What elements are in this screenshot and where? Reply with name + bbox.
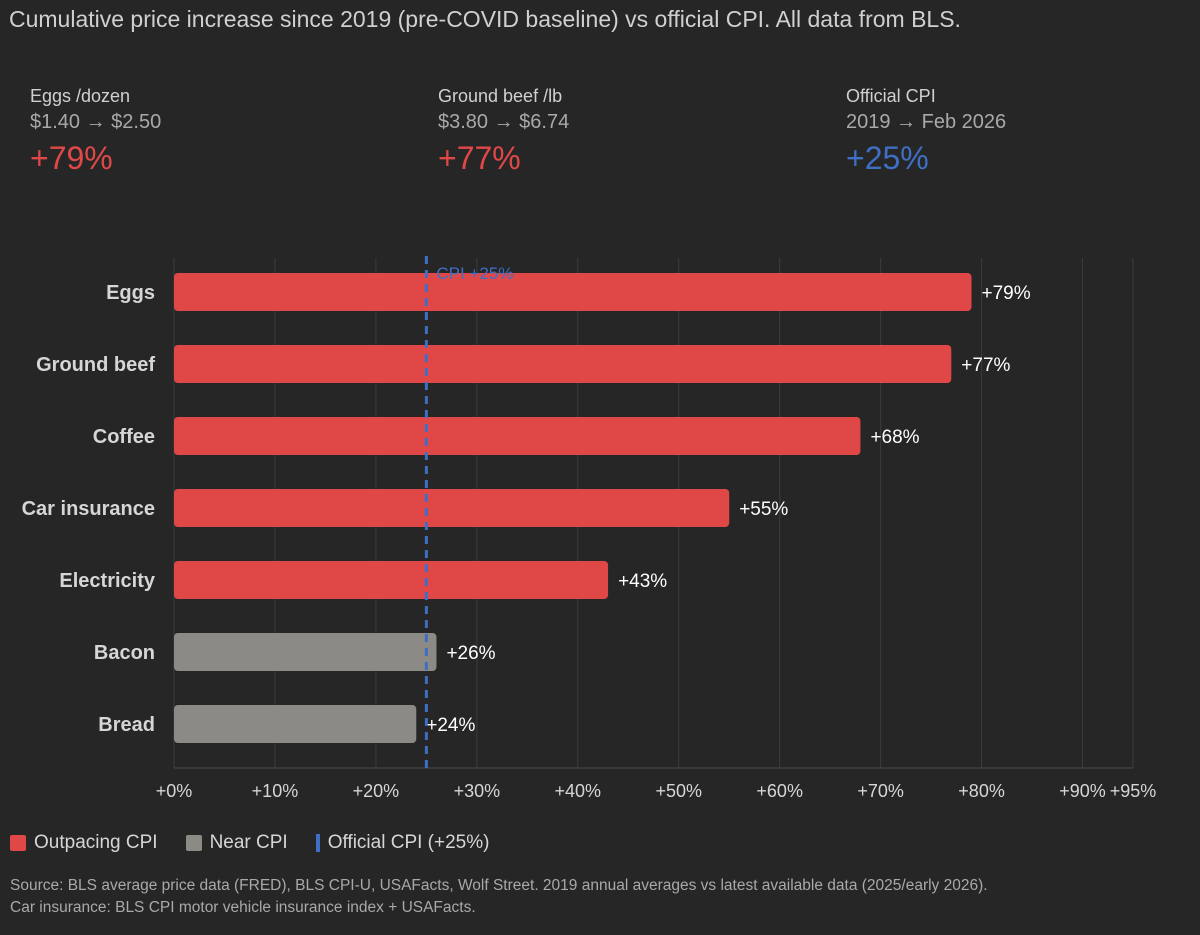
value-label-eggs: +79% xyxy=(981,283,1030,304)
x-tick-label-30: +30% xyxy=(454,781,501,801)
bar-bread xyxy=(174,705,417,743)
x-tick-label-80: +80% xyxy=(958,781,1005,801)
cpi-reference-label: CPI +25% xyxy=(436,264,513,283)
category-label-bread: Bread xyxy=(98,714,155,736)
x-tick-label-10: +10% xyxy=(252,781,299,801)
stat-official-cpi: Official CPI 2019 → Feb 2026 +25% xyxy=(846,86,1006,177)
legend-near-label: Near CPI xyxy=(209,832,288,853)
bar-electricity xyxy=(174,561,609,599)
category-label-car-insurance: Car insurance xyxy=(22,498,155,520)
x-tick-label-95: +95% xyxy=(1110,781,1157,801)
category-label-eggs: Eggs xyxy=(106,282,155,304)
x-tick-label-60: +60% xyxy=(756,781,803,801)
bar-eggs xyxy=(174,273,972,311)
bar-chart: +0% +10% +20% +30% +40% +50% +60% +70% +80% +90% +… xyxy=(22,256,1157,801)
value-label-electricity: +43% xyxy=(618,571,667,592)
category-label-electricity: Electricity xyxy=(59,570,155,592)
stat-eggs-label: Eggs /dozen xyxy=(30,86,131,106)
legend-outpacing-label: Outpacing CPI xyxy=(34,832,158,853)
legend-cpi-swatch xyxy=(315,834,320,852)
category-label-bacon: Bacon xyxy=(94,642,155,664)
stat-ground-beef-pct: +77% xyxy=(438,140,521,176)
category-label-coffee: Coffee xyxy=(93,426,155,448)
bar-ground-beef xyxy=(174,345,952,383)
legend-near-swatch xyxy=(185,835,202,851)
stat-ground-beef-price: $3.80 → $6.74 xyxy=(438,111,570,133)
source-line-1: Source: BLS average price data (FRED), B… xyxy=(10,877,988,894)
bar-coffee xyxy=(174,417,861,455)
value-label-ground-beef: +77% xyxy=(961,355,1010,376)
stat-eggs-pct: +79% xyxy=(30,140,113,176)
x-tick-label-20: +20% xyxy=(353,781,400,801)
value-label-bread: +24% xyxy=(426,715,475,736)
stat-ground-beef-label: Ground beef /lb xyxy=(438,86,563,106)
stat-official-cpi-label: Official CPI xyxy=(846,86,936,106)
legend: Outpacing CPI Near CPI Official CPI (+25… xyxy=(10,832,517,854)
x-tick-label-90: +90% xyxy=(1059,781,1106,801)
legend-cpi: Official CPI (+25%) xyxy=(315,832,490,854)
legend-near: Near CPI xyxy=(185,832,288,854)
x-tick-label-0: +0% xyxy=(156,781,193,801)
chart-title: Cumulative price increase since 2019 (pr… xyxy=(9,6,961,32)
x-tick-label-50: +50% xyxy=(655,781,702,801)
legend-outpacing-swatch xyxy=(10,835,26,851)
stat-eggs: Eggs /dozen $1.40 → $2.50 +79% xyxy=(30,86,161,177)
stat-eggs-price: $1.40 → $2.50 xyxy=(30,111,162,133)
stat-official-cpi-pct: +25% xyxy=(846,140,929,176)
source-note: Source: BLS average price data (FRED), B… xyxy=(10,875,1195,919)
value-label-car-insurance: +55% xyxy=(739,499,788,520)
category-label-ground-beef: Ground beef xyxy=(36,354,155,376)
value-label-bacon: +26% xyxy=(446,643,495,664)
legend-outpacing: Outpacing CPI xyxy=(10,832,158,854)
value-label-coffee: +68% xyxy=(870,427,919,448)
x-tick-label-70: +70% xyxy=(857,781,904,801)
stat-ground-beef: Ground beef /lb $3.80 → $6.74 +77% xyxy=(438,86,569,177)
bar-bacon xyxy=(174,633,437,671)
stat-official-cpi-period: 2019 → Feb 2026 xyxy=(846,111,1007,133)
legend-cpi-label: Official CPI (+25%) xyxy=(327,832,490,853)
x-tick-label-40: +40% xyxy=(555,781,602,801)
bar-car-insurance xyxy=(174,489,730,527)
source-line-2: Car insurance: BLS CPI motor vehicle ins… xyxy=(10,899,476,916)
